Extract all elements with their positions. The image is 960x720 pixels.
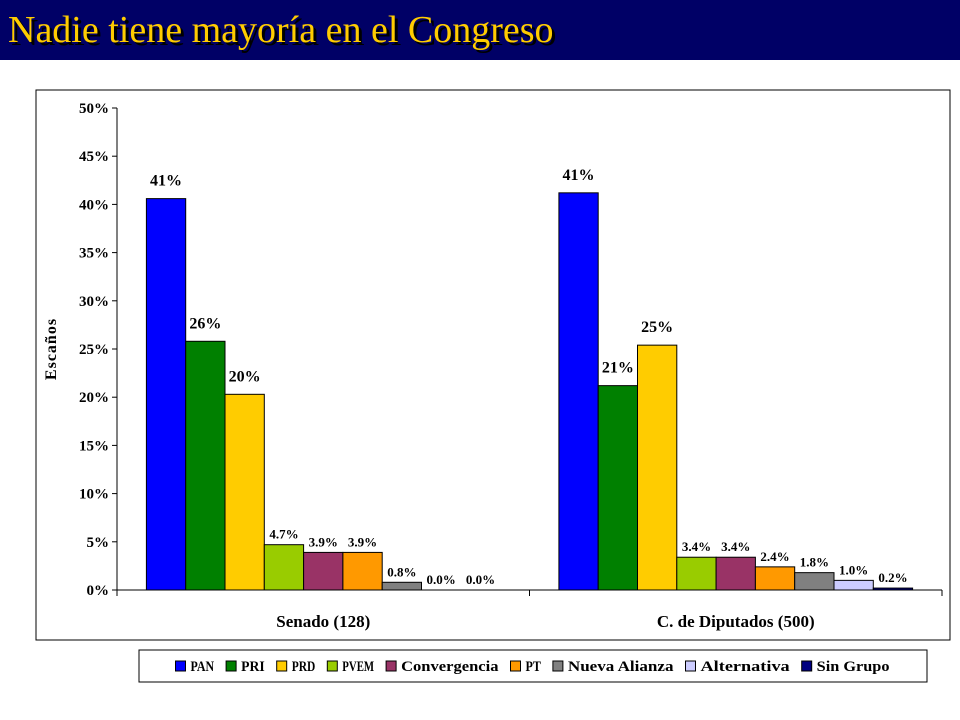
bar [263, 544, 305, 591]
bar [558, 192, 599, 591]
bar [676, 556, 717, 591]
bar [381, 581, 423, 591]
legend-label: PVEM [342, 659, 374, 675]
legend-label: Alternativa [701, 659, 791, 675]
data-label: 3.9% [309, 534, 338, 549]
y-tick-label: 15% [79, 438, 109, 454]
x-category-label: Senado (128) [276, 612, 370, 631]
data-label: 0.0% [427, 572, 456, 587]
bar [754, 566, 796, 591]
legend-swatch [552, 660, 564, 672]
bar [597, 385, 639, 591]
bar [715, 556, 756, 591]
chart-legend: PAN PRI PRD PVEM Convergencia PT Nueva Alianza… [138, 649, 928, 683]
data-label: 26% [189, 315, 221, 332]
y-axis-title: Escaños [43, 318, 60, 380]
data-label: 4.7% [269, 527, 298, 542]
legend-swatch [801, 660, 813, 672]
data-label: 0.8% [387, 564, 416, 579]
bar [224, 393, 265, 591]
data-label: 1.0% [839, 562, 868, 577]
legend-box [138, 649, 928, 683]
bar [872, 587, 914, 591]
legend-swatch [276, 660, 288, 672]
chart-bars [145, 192, 914, 591]
data-label: 41% [150, 173, 182, 190]
page-title: Nadie tiene mayoría en el Congreso [8, 9, 554, 51]
y-tick-label: 0% [87, 583, 110, 599]
data-label: 3.4% [721, 539, 750, 554]
y-tick-label: 30% [79, 294, 109, 310]
data-label: 2.4% [760, 549, 789, 564]
legend-label: Nueva Alianza [568, 659, 674, 675]
legend-swatch [385, 660, 397, 672]
legend-swatch [175, 660, 186, 672]
bar [794, 572, 835, 591]
data-label: 3.4% [682, 539, 711, 554]
legend-label: Convergencia [401, 659, 499, 675]
chart-border [35, 89, 951, 641]
y-tick-label: 50% [79, 101, 109, 117]
y-tick-label: 40% [79, 197, 109, 213]
data-label: 3.9% [348, 534, 377, 549]
legend-label: PAN [191, 659, 215, 675]
y-tick-label: 35% [79, 246, 109, 262]
data-label: 21% [602, 360, 634, 377]
y-tick-label: 45% [79, 149, 109, 165]
bar [145, 198, 187, 591]
legend-label: PRI [241, 659, 265, 675]
legend-swatch [326, 660, 338, 672]
x-category-label: C. de Diputados (500) [657, 612, 815, 631]
data-label: 20% [229, 368, 261, 385]
data-label: 1.8% [800, 555, 829, 570]
legend-label: PT [526, 659, 541, 675]
legend-swatch [510, 660, 521, 672]
bar [342, 551, 383, 591]
bar [303, 551, 344, 591]
data-label: 25% [641, 319, 673, 336]
bar [637, 344, 678, 591]
data-label: 0.0% [466, 572, 495, 587]
data-label: 0.2% [878, 570, 907, 585]
y-tick-label: 20% [79, 390, 109, 406]
title-bar: Nadie tiene mayoría en el Congreso [0, 0, 960, 60]
bar [185, 340, 226, 591]
chart-data-labels: 41% 26% 20% 4.7% 3.9% 3.9% 0.8% 0.0% 0.0% 41% 21% 2… [150, 167, 908, 587]
y-tick-label: 10% [79, 487, 109, 503]
bar-chart: 0% 5% 10% 15% 20% 25% 30% 35% 40% 45% 50% Escaños Se… [35, 89, 951, 683]
data-label: 41% [563, 167, 595, 184]
legend-label: Sin Grupo [817, 659, 890, 675]
y-tick-label: 5% [87, 535, 110, 551]
chart-axes: 0% 5% 10% 15% 20% 25% 30% 35% 40% 45% 50% Escaños Se… [35, 89, 951, 641]
y-tick-label: 25% [79, 342, 109, 358]
bar [833, 579, 874, 591]
legend-label: PRD [292, 659, 316, 675]
legend-swatch [225, 660, 237, 672]
legend-swatch [685, 660, 696, 672]
